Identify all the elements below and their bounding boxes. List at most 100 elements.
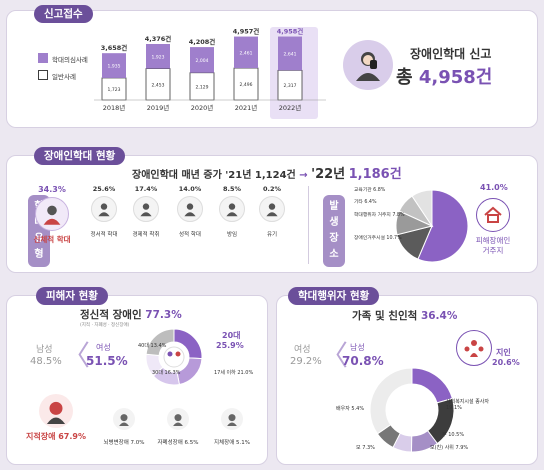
main-place-name-line: 거주지 <box>482 246 504 255</box>
legend-swatch-general <box>38 70 48 80</box>
age-donut-chart <box>145 328 203 386</box>
reports-total-value: 4,958건 <box>418 67 493 88</box>
bar-total-label: 3,658건 <box>101 43 128 52</box>
bar-suspect <box>146 43 170 69</box>
perp-top-pct: 20.6% <box>492 358 520 367</box>
status-divider <box>308 186 309 264</box>
abuse-type-char: 유 <box>34 233 44 244</box>
bar-total-label: 4,376건 <box>145 34 172 43</box>
abuse-type-item: 8.5% 방임 <box>208 185 256 238</box>
abuse-type-item: 17.4% 경제적 착취 <box>122 185 170 238</box>
x-tick-label: 2018년 <box>103 103 126 112</box>
disability-item: 지적장애 67.9% <box>26 394 86 442</box>
bar-suspect <box>190 47 214 73</box>
victims-female-label: 여성 <box>96 343 111 352</box>
rel-label-mother: 모 7.3% <box>356 445 375 451</box>
place-label: 학대행위자 거주지 7.8% <box>354 211 405 218</box>
bar-general-label: 2,453 <box>152 82 165 88</box>
abuse-type-pct: 25.6% <box>92 185 116 193</box>
bar-suspect <box>278 36 302 71</box>
age-label-40: 40대 13.4% <box>138 343 167 349</box>
status-tag: 장애인학대 현황 <box>34 147 126 165</box>
bar-general-label: 2,496 <box>240 82 253 88</box>
perp-top-label: 지인 <box>496 348 511 357</box>
main-place-name-line: 피해장애인 <box>475 236 511 245</box>
victims-headline-prefix: 정신적 장애인 <box>80 309 142 321</box>
status-headline: 장애인학대 매년 증가 '21년 1,124건 → '22년 1,186건 <box>132 163 402 182</box>
abuse-type-item: 14.0% 성적 학대 <box>166 185 214 238</box>
bar-general-label: 2,129 <box>196 84 209 90</box>
status-headline-right-prefix: '22년 <box>311 167 346 182</box>
perp-headline-value: 36.4% <box>420 310 458 322</box>
age-top-label: 20대 <box>222 331 241 340</box>
acquaintance-group-icon <box>456 330 492 366</box>
age-label-30: 30대 16.3% <box>152 370 181 376</box>
reports-total-prefix: 총 <box>396 67 413 88</box>
rel-label-spouse: 배우자 5.4% <box>336 406 365 412</box>
victims-note: (지적 · 자폐성 · 정신장애) <box>80 323 130 328</box>
perp-male-pct: 70.8% <box>342 354 384 368</box>
disability-item: 자폐성장애 6.5% <box>148 408 208 446</box>
reports-total: 총 4,958건 <box>396 63 492 89</box>
victims-male-label: 남성 <box>36 345 53 355</box>
abuse-type-pct: 34.3% <box>38 185 66 194</box>
abuse-type-item: 34.3% 신체적 학대 <box>28 185 76 245</box>
disability-item: 뇌병변장애 7.0% <box>94 408 154 446</box>
abuse-type-pct: 0.2% <box>262 185 282 193</box>
people-icon-head <box>167 351 173 357</box>
disability-label: 자폐성장애 6.5% <box>157 440 199 446</box>
place-label-char: 소 <box>329 249 339 260</box>
victims-female-pct: 51.5% <box>86 354 128 368</box>
disability-label: 뇌병변장애 7.0% <box>103 440 145 446</box>
x-tick-label: 2021년 <box>235 103 258 112</box>
gender-symbols-icon <box>177 196 203 222</box>
legend-label-general: 일반사례 <box>52 73 76 81</box>
main-place-pct: 41.0% <box>480 183 508 192</box>
status-headline-right-value: 1,186건 <box>348 167 402 182</box>
bar-suspect-label: 2,461 <box>240 50 253 56</box>
bar-total-label: 4,208건 <box>189 37 216 46</box>
reporter-avatar-icon <box>343 40 393 90</box>
victims-male-pct: 48.5% <box>30 356 62 367</box>
abuse-type-pct: 17.4% <box>134 185 158 193</box>
victims-bracket: 〈 <box>62 339 91 372</box>
place-label-char: 장 <box>329 233 339 244</box>
bar-suspect <box>102 53 126 78</box>
age-label-17: 17세 이하 21.0% <box>214 370 254 376</box>
rel-label-father: 부 10.5% <box>442 432 465 438</box>
bar-general <box>189 72 215 101</box>
abuse-type-item: 0.2% 유기 <box>248 185 296 238</box>
abuse-type-name: 방임 <box>226 232 238 238</box>
place-label-char: 발 <box>329 201 339 212</box>
rel-label-social: 사회복지시설 종사자 19.1% <box>446 399 489 411</box>
abuse-type-name: 신체적 학대 <box>33 235 71 244</box>
bar-suspect-label: 1,923 <box>152 54 165 60</box>
perp-female-pct: 29.2% <box>290 356 322 367</box>
place-label-char: 생 <box>329 217 339 228</box>
abuse-type-name: 성적 학대 <box>179 232 201 238</box>
bar-total-label: 4,958건 <box>277 27 304 36</box>
place-label: 장애인거주시설 10.7% <box>354 234 402 241</box>
abuse-type-pct: 8.5% <box>222 185 242 193</box>
legend-swatch-suspect <box>38 53 48 63</box>
victims-tag: 피해자 현황 <box>36 287 108 305</box>
disability-item: 지체장애 5.1% <box>202 408 262 446</box>
perpetrators-tag: 학대행위자 현황 <box>288 287 380 305</box>
person-thinking-icon <box>39 394 73 428</box>
donut-slice-other <box>145 328 175 357</box>
bar-general-label: 2,317 <box>284 83 297 89</box>
places-pie-chart: 교육기관 6.8% 기타 6.4% 학대행위자 거주지 7.8% 장애인거주시설 10… <box>354 186 469 263</box>
status-headline-arrow: → <box>299 170 308 181</box>
pie-slice-residence <box>417 189 469 263</box>
legend-label-suspect: 학대의심사례 <box>52 56 88 64</box>
cash-register-icon <box>133 196 159 222</box>
perp-headline: 가족 및 친인척 36.4% <box>352 308 457 323</box>
perp-female-label: 여성 <box>294 345 311 355</box>
pie-slice-school <box>411 189 433 228</box>
main-place-name: 피해장애인 거주지 <box>470 236 516 256</box>
perp-headline-prefix: 가족 및 친인척 <box>352 310 418 322</box>
disability-label: 지적장애 67.9% <box>26 432 86 441</box>
bar-suspect-label: 1,935 <box>108 64 121 70</box>
hand-hit-icon <box>35 197 69 231</box>
disability-label: 지체장애 5.1% <box>214 440 250 446</box>
